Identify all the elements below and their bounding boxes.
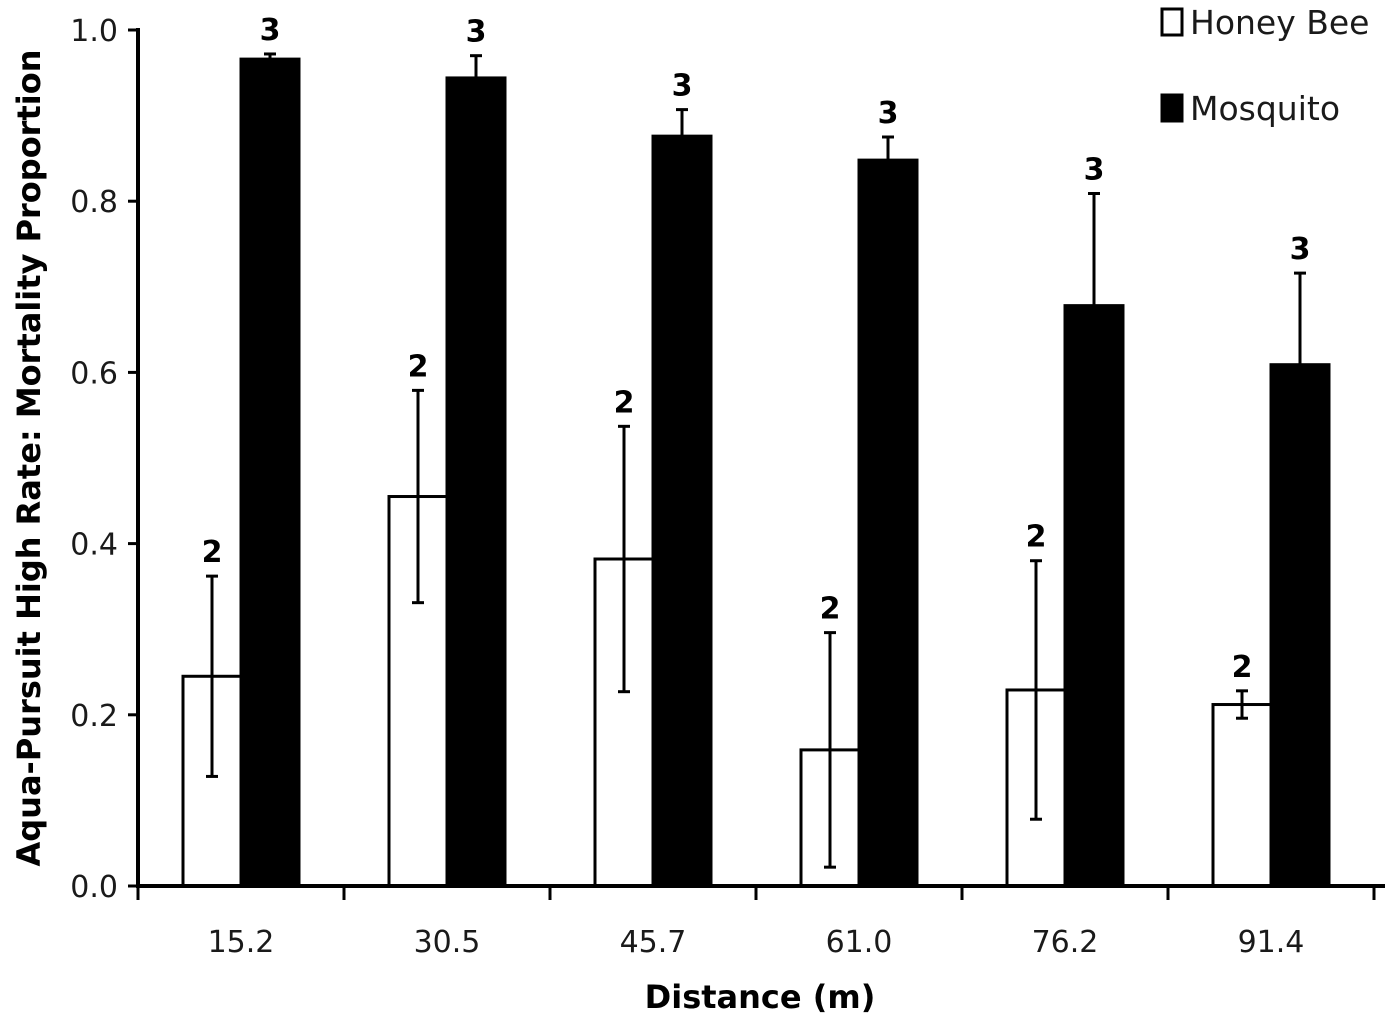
x-tick-label: 76.2 bbox=[1032, 925, 1099, 960]
bar-mosquito bbox=[445, 76, 507, 888]
sample-size-label: 3 bbox=[1290, 232, 1311, 267]
x-tick-label: 91.4 bbox=[1238, 925, 1305, 960]
bar-honey-bee bbox=[1211, 703, 1273, 888]
legend: Honey Bee Mosquito bbox=[1160, 3, 1370, 128]
bar-mosquito bbox=[1269, 363, 1331, 888]
sample-size-label: 3 bbox=[1084, 152, 1105, 187]
bar-mosquito bbox=[1063, 304, 1125, 888]
y-tick-label: 1.0 bbox=[70, 14, 118, 49]
bar-mosquito bbox=[651, 134, 713, 888]
sample-size-label: 2 bbox=[202, 535, 223, 570]
y-tick-label: 0.8 bbox=[70, 185, 118, 220]
legend-label-honey-bee: Honey Bee bbox=[1190, 3, 1370, 42]
error-bars-layer bbox=[206, 52, 1306, 869]
sample-size-label: 2 bbox=[1026, 520, 1047, 555]
sample-size-label: 3 bbox=[260, 13, 281, 48]
y-tick-label: 0.4 bbox=[70, 528, 118, 563]
y-tick-label: 0.2 bbox=[70, 699, 118, 734]
bars-layer bbox=[181, 57, 1331, 888]
sample-size-label: 2 bbox=[1232, 650, 1253, 685]
sample-size-label: 2 bbox=[408, 349, 429, 384]
axes-layer bbox=[128, 28, 1385, 900]
legend-label-mosquito: Mosquito bbox=[1190, 89, 1340, 128]
sample-size-label: 3 bbox=[878, 96, 899, 131]
y-tick-label: 0.6 bbox=[70, 356, 118, 391]
x-tick-label: 61.0 bbox=[826, 925, 893, 960]
sample-size-label: 3 bbox=[466, 15, 487, 50]
legend-swatch-honey-bee bbox=[1160, 7, 1184, 37]
bar-mosquito bbox=[239, 57, 301, 888]
y-tick-label: 0.0 bbox=[70, 870, 118, 905]
x-tick-label: 15.2 bbox=[208, 925, 275, 960]
x-tick-label: 45.7 bbox=[620, 925, 687, 960]
x-axis-title: Distance (m) bbox=[645, 978, 876, 1016]
x-tick-label: 30.5 bbox=[414, 925, 481, 960]
sample-size-label: 3 bbox=[672, 69, 693, 104]
labels-layer: 2 3 15.2 2 3 30.5 2 3 45.7 2 3 61.0 2 3 76.2 2 3 91.4 0.0 0… bbox=[70, 13, 1310, 960]
bar-mosquito bbox=[857, 158, 919, 888]
sample-size-label: 2 bbox=[820, 592, 841, 627]
legend-swatch-mosquito bbox=[1160, 93, 1184, 123]
sample-size-label: 2 bbox=[614, 385, 635, 420]
y-axis-title: Aqua-Pursuit High Rate: Mortality Propor… bbox=[10, 50, 48, 867]
